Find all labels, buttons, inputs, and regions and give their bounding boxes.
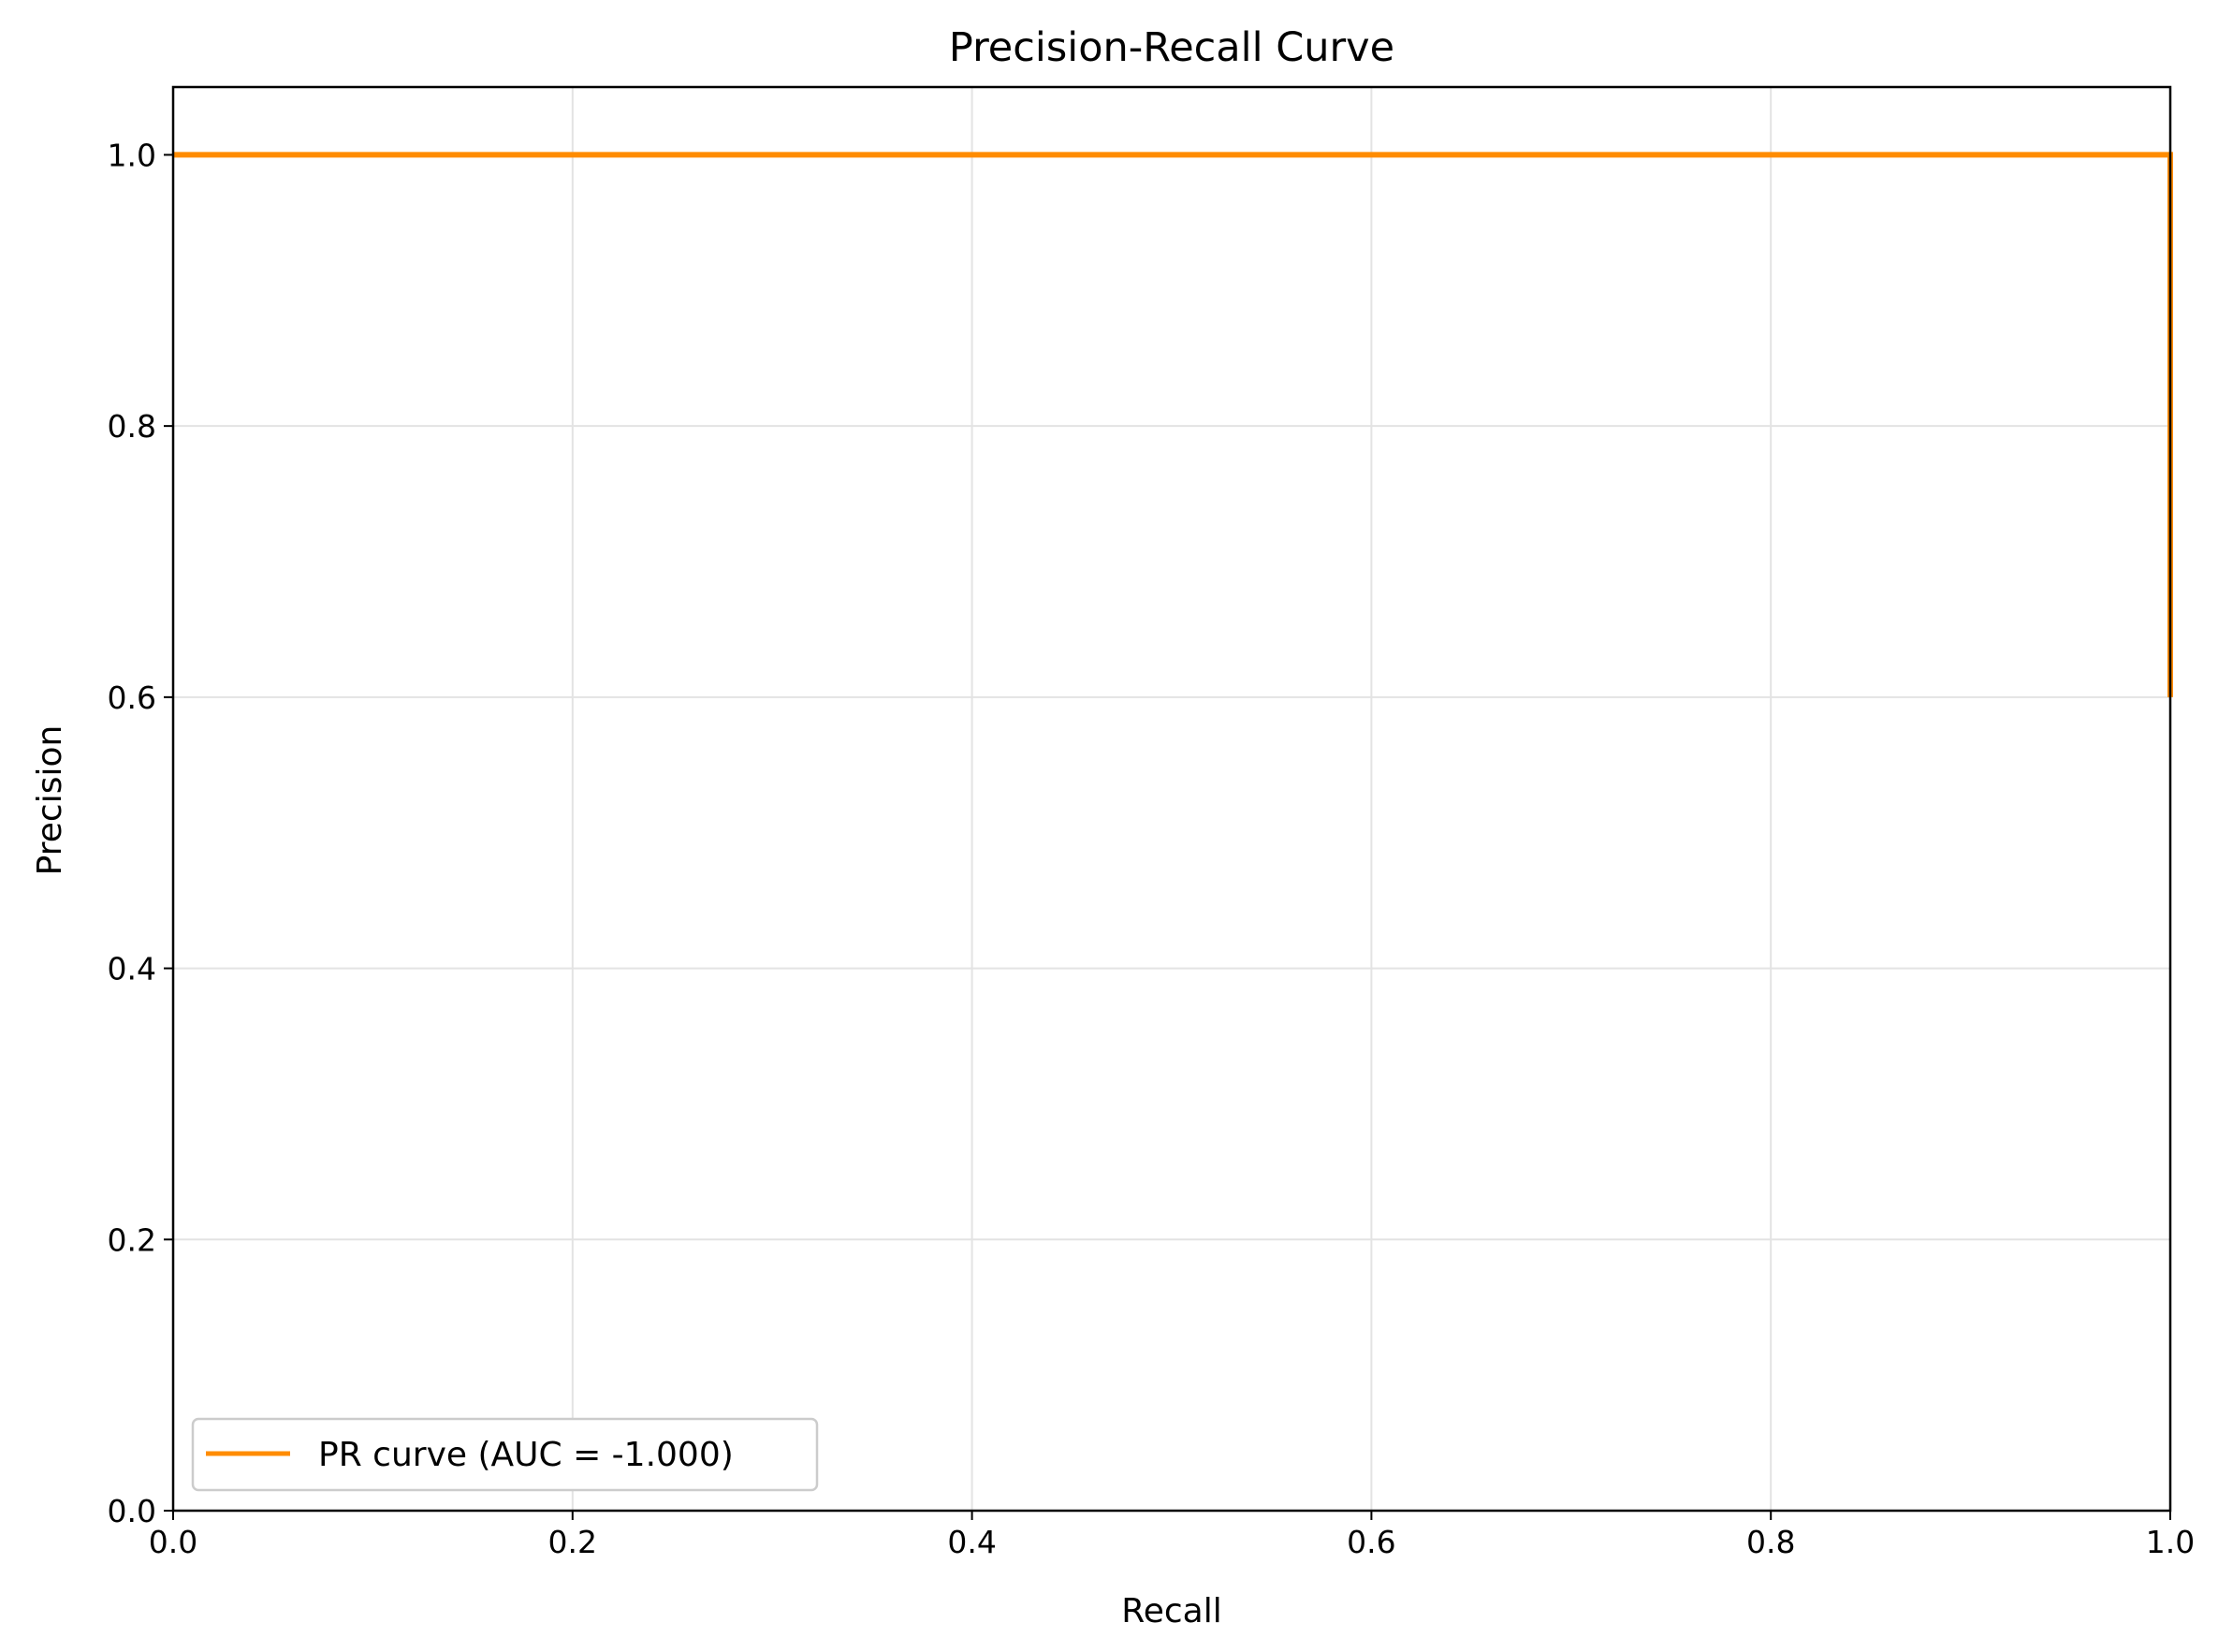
x-tick-label: 1.0 — [2146, 1524, 2195, 1560]
legend: PR curve (AUC = -1.000) — [191, 1417, 819, 1492]
y-tick-label: 0.0 — [108, 1493, 156, 1529]
y-tick-label: 0.2 — [108, 1221, 156, 1258]
legend-label-pr-curve: PR curve (AUC = -1.000) — [318, 1436, 734, 1474]
x-tick-label: 0.0 — [149, 1524, 197, 1560]
x-axis-title: Recall — [1121, 1592, 1221, 1630]
x-tick-label: 0.2 — [548, 1524, 597, 1560]
y-tick-label: 0.8 — [108, 408, 156, 445]
y-tick-label: 0.6 — [108, 680, 156, 716]
legend-box — [191, 1417, 819, 1492]
y-axis-title: Precision — [31, 725, 69, 876]
chart-title: Precision-Recall Curve — [949, 24, 1394, 71]
plot-area — [173, 87, 2170, 1511]
y-tick-label: 1.0 — [108, 137, 156, 173]
x-tick-label: 0.8 — [1746, 1524, 1795, 1560]
x-tick-label: 0.6 — [1347, 1524, 1395, 1560]
x-tick-label: 0.4 — [947, 1524, 996, 1560]
y-tick-label: 0.4 — [108, 951, 156, 987]
grid-lines — [172, 87, 2171, 1512]
plot-frame — [171, 85, 2172, 1513]
axis-ticks: 0.0 0.2 0.4 0.6 0.8 1.0 0.0 0.2 0.4 0.6 0.8 1.0 — [108, 137, 2196, 1560]
